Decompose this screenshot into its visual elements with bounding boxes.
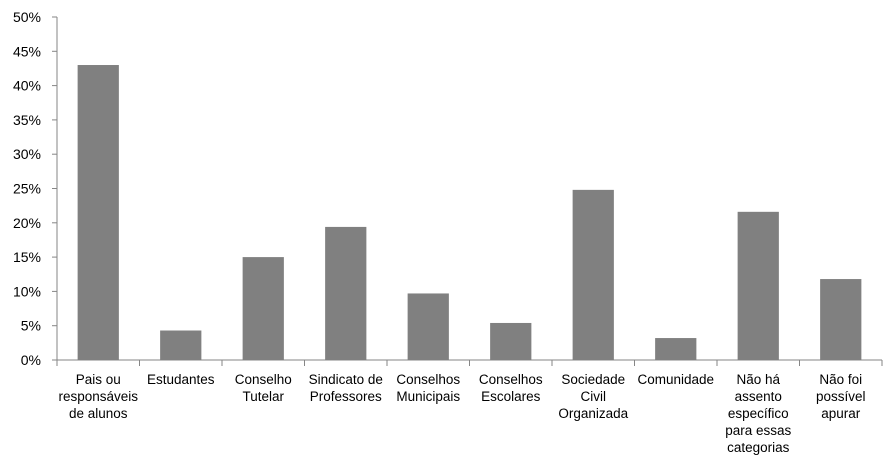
y-tick-label: 40%	[13, 78, 41, 94]
x-tick-label-line: Conselho	[234, 372, 292, 387]
x-tick-label-line: Sociedade	[561, 372, 626, 387]
x-tick-label-line: Estudantes	[146, 372, 215, 387]
bar	[160, 330, 202, 360]
x-tick-label-line: Conselhos	[478, 372, 543, 387]
bar	[820, 279, 862, 360]
x-tick-label-line: Escolares	[481, 389, 541, 404]
x-tick-label: Estudantes	[139, 371, 223, 388]
bar	[77, 65, 119, 361]
x-tick-label-line: específico	[727, 406, 789, 421]
x-tick-label: Pais ou responsáveis de alunos	[56, 371, 140, 422]
x-tick-label-line: possível	[815, 389, 866, 404]
bar	[325, 226, 367, 360]
bar	[737, 211, 779, 360]
y-tick-label: 10%	[13, 283, 41, 299]
bar	[572, 189, 614, 360]
x-tick-label-line: Civil	[580, 389, 607, 404]
x-tick-label-line: Municipais	[396, 389, 461, 404]
y-tick-label: 25%	[13, 181, 41, 197]
x-tick-label: Conselho Tutelar	[221, 371, 305, 405]
x-tick-label-line: Não há	[736, 372, 781, 387]
bar	[407, 293, 449, 360]
y-tick-label: 45%	[13, 43, 41, 59]
x-tick-label-line: Tutelar	[242, 389, 284, 404]
x-tick-label-line: Organizada	[558, 406, 629, 421]
x-tick-label-line: Comunidade	[637, 372, 715, 387]
bar	[242, 257, 284, 360]
y-tick-label: 35%	[13, 112, 41, 128]
x-tick-label-line: apurar	[821, 406, 861, 421]
x-tick-label: Não há assento específico para essas categor…	[716, 371, 800, 456]
x-tick-label-line: Sindicato de	[308, 372, 383, 387]
x-tick-label: Sindicato de Professores	[304, 371, 388, 405]
x-tick-label-line: Conselhos	[396, 372, 461, 387]
x-tick-label-line: responsáveis	[58, 389, 139, 404]
x-tick-label: Conselhos Escolares	[469, 371, 553, 405]
y-tick-label: 50%	[13, 9, 41, 25]
y-tick-label: 0%	[21, 352, 41, 368]
x-tick-label-line: assento	[734, 389, 782, 404]
bar	[490, 322, 532, 360]
y-tick-label: 20%	[13, 215, 41, 231]
y-tick-label: 30%	[13, 146, 41, 162]
y-tick-label: 15%	[13, 249, 41, 265]
bar	[655, 338, 697, 360]
x-tick-label-line: Não foi	[819, 372, 863, 387]
x-tick-label-line: Pais ou	[75, 372, 121, 387]
x-tick-label: Conselhos Municipais	[386, 371, 470, 405]
x-tick-label-line: de alunos	[68, 406, 128, 421]
x-tick-label-line: categorias	[727, 440, 790, 455]
x-tick-label-line: Professores	[309, 389, 382, 404]
y-tick-label: 5%	[21, 318, 41, 334]
x-tick-label: Não foi possível apurar	[799, 371, 883, 422]
x-tick-label: Sociedade Civil Organizada	[551, 371, 635, 422]
x-tick-label: Comunidade	[634, 371, 718, 388]
x-tick-label-line: para essas	[725, 423, 792, 438]
